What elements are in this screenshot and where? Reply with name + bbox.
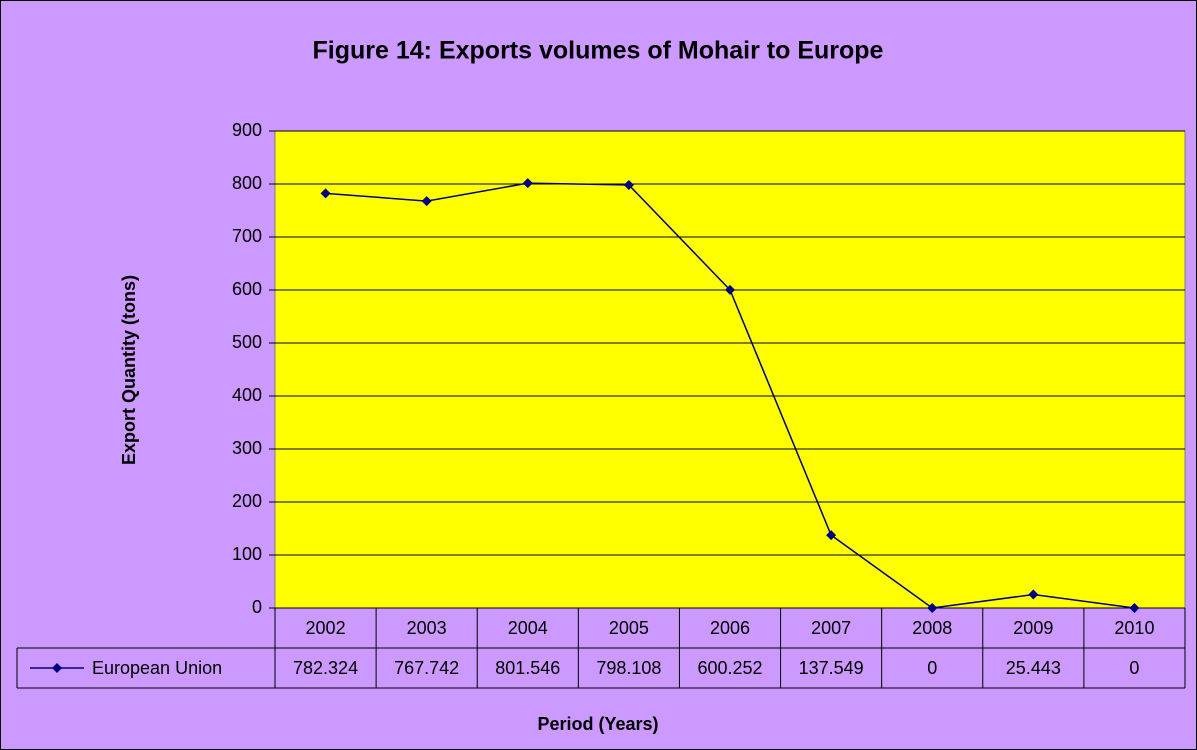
marker: [623, 180, 634, 191]
table-value: 0: [927, 658, 937, 678]
y-tick-label: 300: [232, 438, 262, 458]
x-tick-label: 2010: [1114, 618, 1154, 638]
y-tick-label: 200: [232, 491, 262, 511]
table-value: 782.324: [293, 658, 358, 678]
y-tick-label: 100: [232, 544, 262, 564]
x-tick-label: 2007: [811, 618, 851, 638]
table-value: 600.252: [697, 658, 762, 678]
y-tick-label: 0: [252, 597, 262, 617]
y-axis-label: Export Quantity (tons): [119, 275, 139, 465]
y-tick-label: 900: [232, 120, 262, 140]
x-axis-label: Period (Years): [537, 714, 658, 734]
x-tick-label: 2005: [609, 618, 649, 638]
plot-area: [274, 130, 1186, 609]
x-tick-label: 2006: [710, 618, 750, 638]
marker: [320, 188, 331, 199]
marker: [826, 530, 837, 541]
table-value: 25.443: [1006, 658, 1061, 678]
x-tick-label: 2008: [912, 618, 952, 638]
table-value: 767.742: [394, 658, 459, 678]
marker: [725, 284, 735, 295]
marker: [522, 178, 533, 189]
table-value: 798.108: [596, 658, 661, 678]
marker: [1129, 603, 1140, 613]
y-tick-label: 400: [232, 385, 262, 405]
marker: [1028, 589, 1039, 600]
y-tick-label: 700: [232, 226, 262, 246]
y-tick-label: 600: [232, 279, 262, 299]
x-tick-label: 2002: [306, 618, 346, 638]
chart-title: Figure 14: Exports volumes of Mohair to …: [313, 37, 884, 65]
marker: [927, 603, 938, 613]
legend-marker: [52, 663, 62, 673]
y-tick-label: 800: [232, 173, 262, 193]
x-tick-label: 2004: [508, 618, 548, 638]
x-tick-label: 2003: [407, 618, 447, 638]
y-tick-label: 500: [232, 332, 262, 352]
table-value: 137.549: [799, 658, 864, 678]
marker: [421, 196, 432, 207]
x-tick-label: 2009: [1013, 618, 1053, 638]
legend-label: European Union: [92, 658, 222, 678]
table-value: 801.546: [495, 658, 560, 678]
table-value: 0: [1129, 658, 1139, 678]
